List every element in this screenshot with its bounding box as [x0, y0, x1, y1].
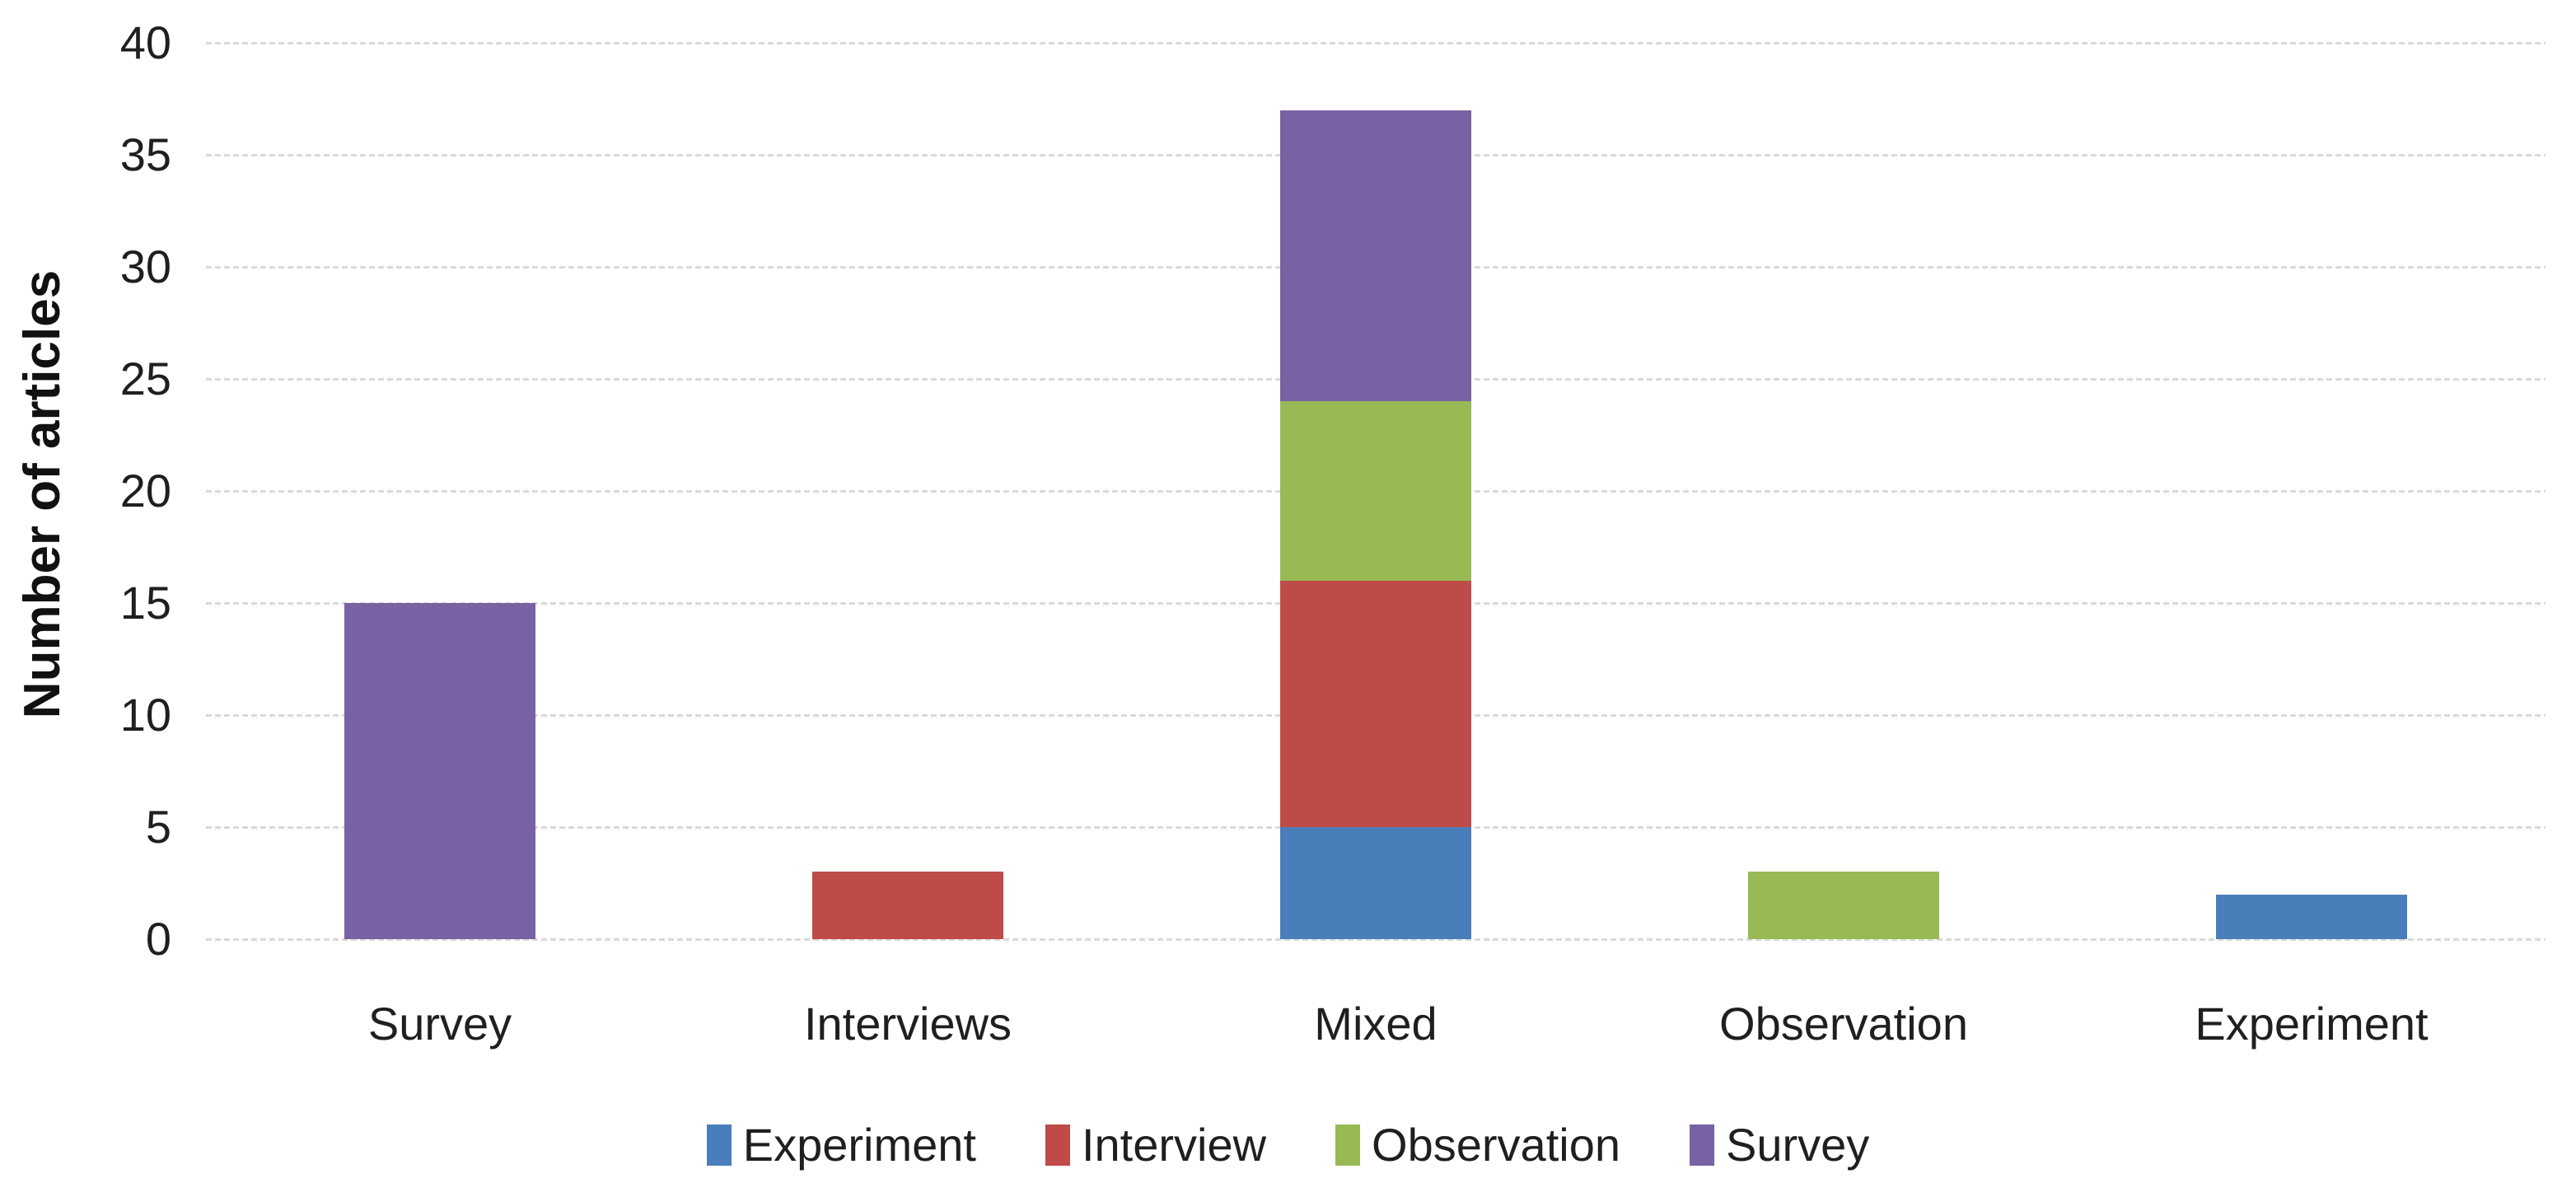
y-tick-label-35: 35 — [119, 129, 171, 180]
x-tick-label-observation: Observation — [1719, 998, 1968, 1050]
legend-swatch-icon — [1689, 1125, 1714, 1166]
x-tick-label-survey: Survey — [367, 998, 512, 1050]
bar-segment-experiment — [1280, 827, 1471, 939]
x-axis-labels: Survey Interviews Mixed Observation Experime… — [206, 995, 2546, 1053]
legend-item-observation: Observation — [1335, 1122, 1620, 1168]
legend: Experiment Interview Observation Survey — [0, 1122, 2576, 1168]
plot-area — [206, 41, 2546, 941]
x-tick-label-interviews: Interviews — [803, 998, 1012, 1050]
y-tick-label-10: 10 — [119, 689, 171, 741]
y-tick-label-0: 0 — [145, 913, 171, 965]
y-tick-label-15: 15 — [119, 577, 171, 629]
y-axis-ticks: 0 5 10 15 20 25 30 35 40 — [0, 20, 171, 962]
legend-item-survey: Survey — [1689, 1119, 1870, 1171]
bar-survey — [344, 603, 535, 939]
bar-segment-observation — [1748, 872, 1939, 939]
x-tick-label-experiment: Experiment — [2195, 998, 2429, 1050]
bar-segment-experiment — [2216, 894, 2407, 939]
y-tick-label-40: 40 — [119, 16, 171, 68]
bar-experiment — [2216, 894, 2407, 939]
x-tick-label-mixed: Mixed — [1314, 998, 1438, 1050]
bar-segment-survey — [344, 603, 535, 939]
bar-segment-interview — [812, 872, 1003, 939]
legend-label-interview: Interview — [1081, 1119, 1267, 1171]
y-tick-label-20: 20 — [119, 465, 171, 517]
bar-segment-interview — [1280, 580, 1471, 827]
y-tick-label-25: 25 — [119, 353, 171, 404]
legend-label-survey: Survey — [1725, 1119, 1870, 1171]
legend-item-interview: Interview — [1045, 1122, 1266, 1168]
bar-segment-observation — [1280, 401, 1471, 581]
y-tick-label-5: 5 — [145, 801, 171, 853]
gridline-0 — [206, 937, 2546, 941]
legend-label-experiment: Experiment — [742, 1119, 976, 1171]
legend-label-observation: Observation — [1372, 1119, 1620, 1171]
bar-mixed — [1280, 110, 1471, 939]
bar-segment-survey — [1280, 110, 1471, 402]
bar-interviews — [812, 872, 1003, 939]
legend-swatch-icon — [1045, 1125, 1070, 1166]
legend-swatch-icon — [706, 1125, 732, 1166]
legend-swatch-icon — [1335, 1125, 1361, 1166]
gridline-40 — [206, 41, 2546, 44]
y-tick-label-30: 30 — [119, 241, 171, 292]
bar-observation — [1748, 872, 1939, 939]
legend-item-experiment: Experiment — [706, 1119, 976, 1171]
